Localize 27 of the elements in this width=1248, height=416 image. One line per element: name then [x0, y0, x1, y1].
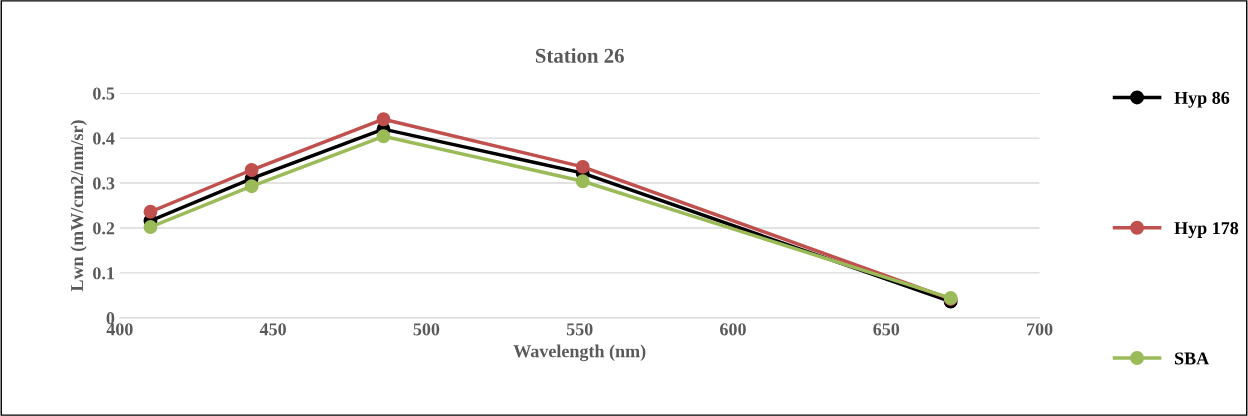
x-tick-label: 450 [259, 323, 286, 336]
legend-label: Hyp 86 [1174, 91, 1230, 108]
point [575, 174, 590, 189]
x-tick-label: 400 [106, 323, 133, 336]
point [376, 129, 391, 144]
x-tick-label: 600 [720, 323, 746, 336]
chart-title: Station 26 [535, 48, 624, 63]
x-axis-title: Wavelength (nm) [513, 344, 646, 362]
point [244, 163, 259, 177]
x-tick-label: 500 [413, 323, 440, 336]
y-tick-label: 0.3 [93, 177, 115, 190]
legend-label: Hyp 178 [1174, 222, 1239, 238]
point [575, 159, 590, 174]
point [244, 179, 259, 194]
x-tick-label: 650 [873, 323, 900, 336]
y-tick-label: 0.5 [93, 87, 115, 100]
x-tick-label: 550 [566, 323, 593, 336]
point [143, 220, 158, 235]
y-tick-label: 0.2 [93, 222, 115, 235]
y-tick-label: 0.4 [93, 132, 115, 145]
point [376, 112, 391, 127]
legend-label: SBA [1175, 352, 1210, 365]
x-tick-label: 700 [1027, 323, 1053, 336]
y-tick-label: 0.1 [93, 267, 115, 280]
y-axis-title: Lwn (mW/cm2/nm/sr) [70, 120, 87, 292]
point [143, 204, 158, 219]
y-tick-label: 0 [106, 312, 115, 325]
